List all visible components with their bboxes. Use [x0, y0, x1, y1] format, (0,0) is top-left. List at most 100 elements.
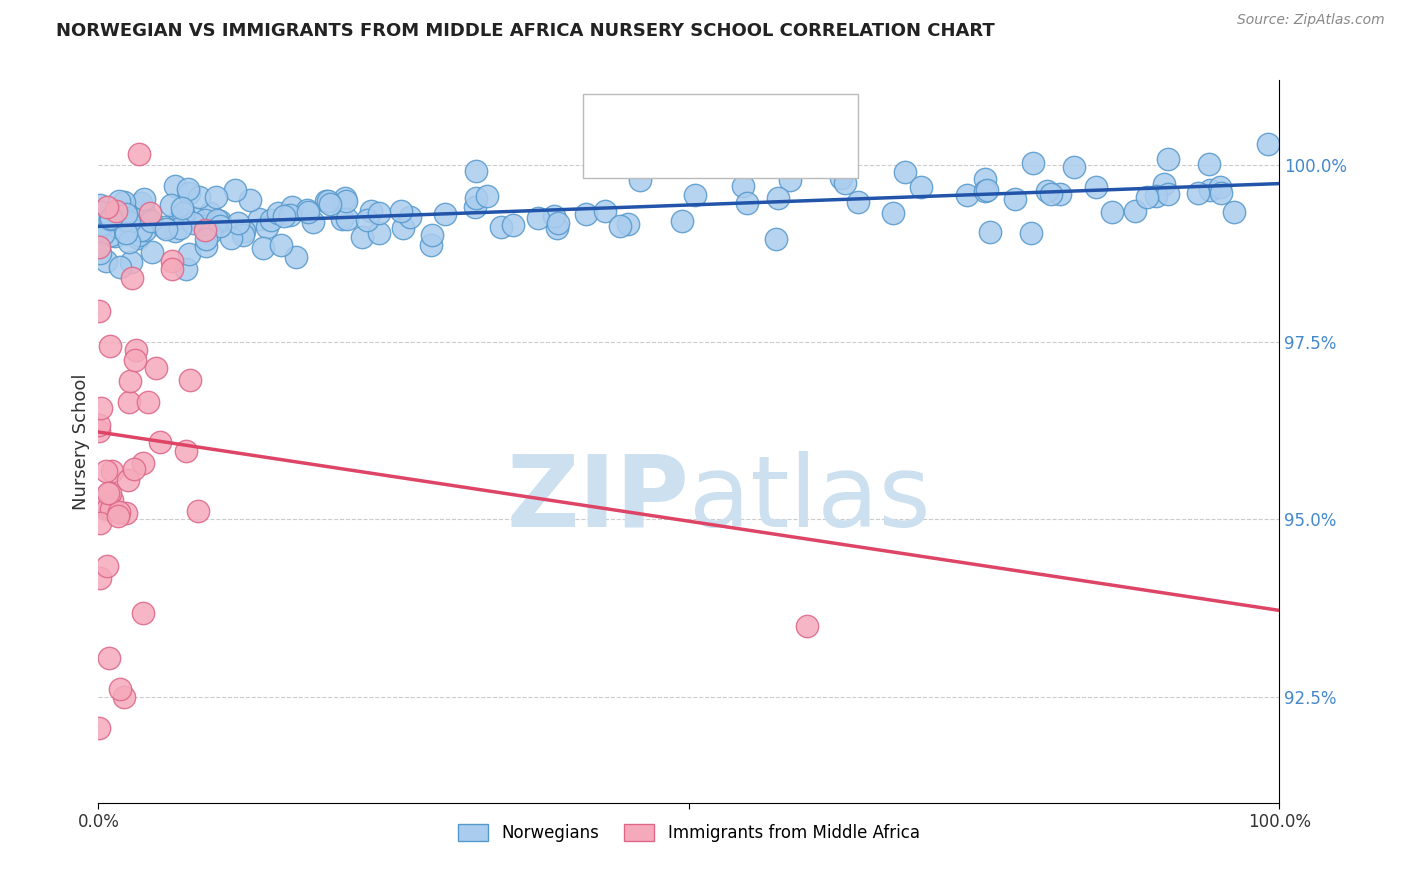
- Point: [526, 211, 548, 226]
- Point: [336, 212, 359, 227]
- Point: [96, 253, 118, 268]
- Point: [87, 721, 110, 735]
- Point: [389, 204, 412, 219]
- Point: [89, 571, 111, 585]
- Point: [136, 395, 159, 409]
- Point: [543, 209, 565, 223]
- Point: [266, 206, 288, 220]
- Point: [87, 303, 110, 318]
- Point: [89, 425, 111, 439]
- Point: [160, 253, 183, 268]
- Legend: Norwegians, Immigrants from Middle Africa: Norwegians, Immigrants from Middle Afric…: [451, 817, 927, 848]
- Point: [89, 417, 111, 432]
- Point: [110, 208, 132, 222]
- Bar: [596, 140, 630, 165]
- Point: [256, 220, 278, 235]
- Point: [165, 178, 187, 193]
- Point: [134, 204, 156, 219]
- Point: [98, 212, 121, 227]
- Point: [200, 206, 222, 220]
- Point: [125, 343, 148, 358]
- Point: [352, 230, 374, 244]
- Point: [114, 227, 136, 241]
- Point: [131, 456, 153, 470]
- Point: [191, 219, 214, 233]
- Point: [1156, 152, 1178, 166]
- Point: [1257, 136, 1279, 151]
- Point: [464, 164, 486, 178]
- Point: [132, 606, 155, 620]
- Point: [176, 182, 198, 196]
- Point: [894, 164, 917, 178]
- Text: atlas: atlas: [689, 450, 931, 548]
- Point: [1209, 180, 1232, 194]
- Point: [209, 219, 232, 233]
- Point: [120, 254, 142, 268]
- Point: [122, 462, 145, 476]
- Point: [87, 240, 110, 254]
- Point: [148, 434, 170, 449]
- Point: [628, 173, 651, 187]
- Point: [221, 231, 243, 245]
- Point: [131, 222, 153, 236]
- Text: ZIP: ZIP: [506, 450, 689, 548]
- Point: [90, 204, 112, 219]
- Point: [129, 196, 152, 211]
- Point: [128, 147, 150, 161]
- Point: [174, 261, 197, 276]
- Point: [260, 213, 283, 227]
- Point: [118, 215, 141, 229]
- Point: [108, 260, 131, 274]
- Point: [765, 232, 787, 246]
- Point: [546, 220, 568, 235]
- Point: [204, 189, 226, 203]
- Point: [188, 190, 211, 204]
- Point: [115, 207, 138, 221]
- Point: [198, 226, 221, 240]
- Point: [108, 682, 131, 697]
- Point: [420, 227, 443, 242]
- Point: [284, 250, 307, 264]
- Point: [100, 464, 122, 478]
- Point: [955, 187, 977, 202]
- Point: [1019, 227, 1042, 241]
- Point: [475, 188, 498, 202]
- Point: [335, 194, 357, 209]
- Point: [1004, 192, 1026, 206]
- Point: [464, 200, 486, 214]
- Point: [399, 211, 422, 225]
- Point: [315, 194, 337, 209]
- Point: [671, 213, 693, 227]
- Point: [177, 186, 200, 200]
- Point: [132, 192, 155, 206]
- Point: [617, 217, 640, 231]
- Point: [134, 223, 156, 237]
- Point: [207, 213, 229, 227]
- Point: [593, 204, 616, 219]
- Point: [368, 206, 391, 220]
- Point: [176, 443, 198, 458]
- Point: [194, 213, 217, 227]
- Point: [209, 214, 232, 228]
- Point: [163, 224, 186, 238]
- Point: [112, 690, 135, 704]
- Point: [1101, 205, 1123, 219]
- Point: [108, 504, 131, 518]
- Point: [169, 211, 191, 226]
- Point: [187, 504, 209, 518]
- Point: [96, 558, 118, 573]
- Point: [1198, 157, 1220, 171]
- Point: [1222, 205, 1244, 219]
- Point: [779, 172, 801, 186]
- Point: [974, 184, 997, 198]
- Point: [834, 176, 856, 190]
- Point: [830, 171, 852, 186]
- Point: [97, 651, 120, 665]
- Point: [96, 502, 118, 516]
- Point: [910, 180, 932, 194]
- Point: [356, 212, 378, 227]
- Point: [1085, 180, 1108, 194]
- Point: [115, 506, 138, 520]
- Point: [1136, 189, 1159, 203]
- Point: [172, 201, 194, 215]
